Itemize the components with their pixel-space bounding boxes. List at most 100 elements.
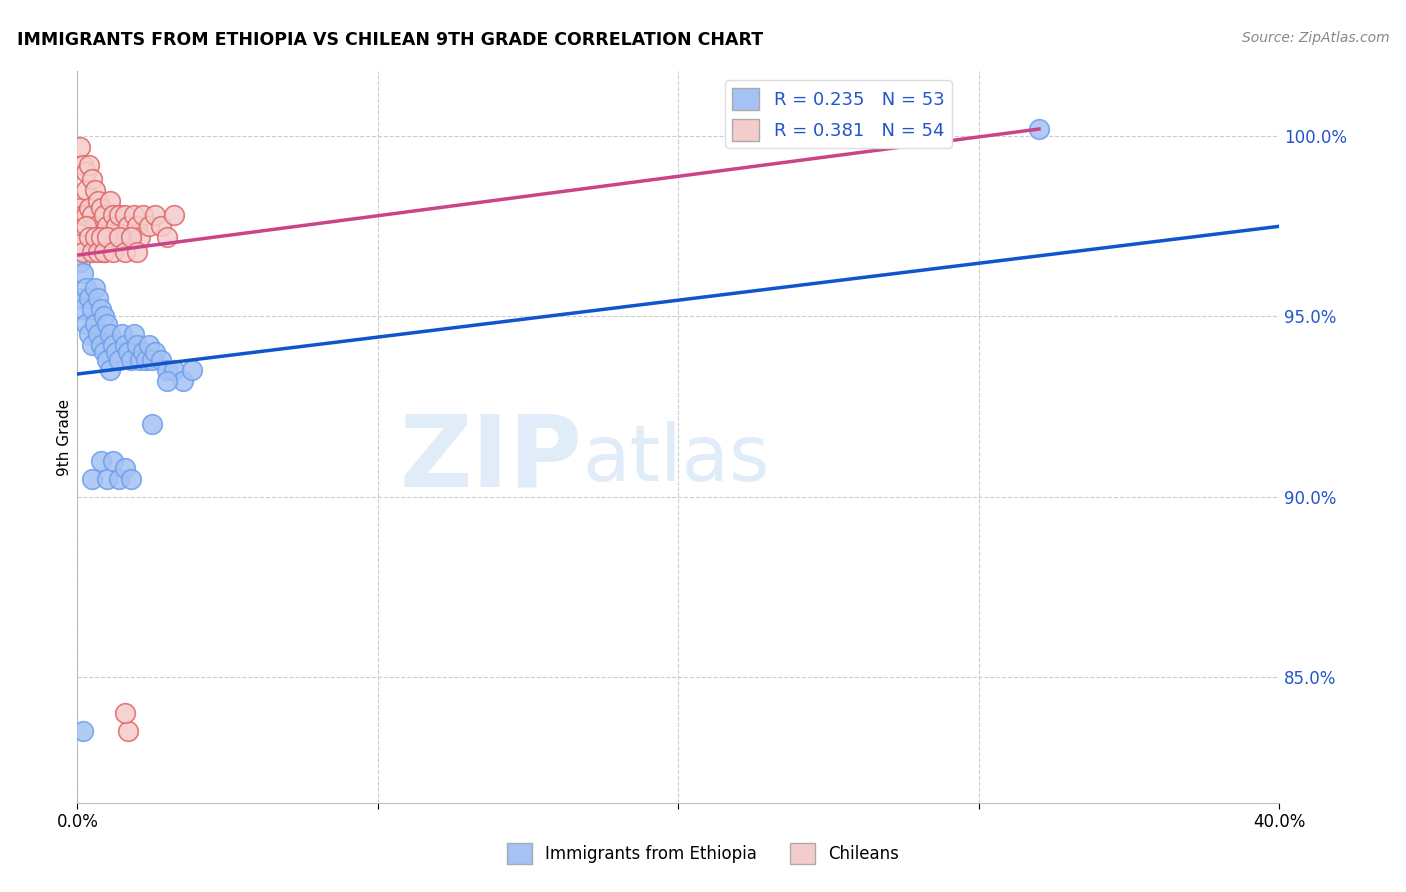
Text: atlas: atlas — [582, 421, 769, 497]
Point — [79, 327, 101, 342]
Y-axis label: 9th Grade: 9th Grade — [56, 399, 72, 475]
Point — [69, 255, 91, 269]
Point — [90, 338, 112, 352]
Point — [72, 302, 94, 317]
Legend: R = 0.235   N = 53, R = 0.381   N = 54: R = 0.235 N = 53, R = 0.381 N = 54 — [725, 80, 952, 148]
Point — [84, 317, 107, 331]
Point — [138, 338, 160, 352]
Point — [100, 327, 122, 342]
Point — [108, 352, 131, 367]
Point — [90, 230, 112, 244]
Point — [69, 291, 91, 305]
Point — [69, 140, 91, 154]
Point — [162, 363, 184, 377]
Point — [87, 230, 110, 244]
Point — [79, 230, 101, 244]
Point — [84, 230, 107, 244]
Point — [150, 219, 173, 234]
Point — [124, 327, 146, 342]
Point — [87, 194, 110, 208]
Point — [127, 244, 149, 259]
Point — [108, 209, 131, 223]
Point — [156, 363, 179, 377]
Point — [93, 209, 115, 223]
Point — [114, 460, 136, 475]
Point — [114, 706, 136, 720]
Point — [93, 244, 115, 259]
Point — [127, 338, 149, 352]
Point — [129, 352, 152, 367]
Point — [117, 345, 139, 359]
Point — [120, 471, 142, 485]
Point — [129, 230, 152, 244]
Point — [69, 237, 91, 252]
Point — [75, 219, 97, 234]
Point — [162, 209, 184, 223]
Point — [103, 338, 125, 352]
Point — [108, 230, 131, 244]
Point — [150, 352, 173, 367]
Text: ZIP: ZIP — [399, 410, 582, 508]
Point — [96, 219, 118, 234]
Point — [87, 244, 110, 259]
Point — [82, 338, 104, 352]
Point — [75, 165, 97, 179]
Point — [87, 327, 110, 342]
Point — [75, 317, 97, 331]
Point — [105, 345, 128, 359]
Point — [156, 374, 179, 388]
Point — [100, 230, 122, 244]
Point — [69, 201, 91, 215]
Point — [79, 158, 101, 172]
Point — [82, 471, 104, 485]
Point — [120, 230, 142, 244]
Point — [93, 244, 115, 259]
Point — [111, 230, 134, 244]
Point — [93, 310, 115, 324]
Point — [135, 352, 157, 367]
Point — [100, 194, 122, 208]
Point — [72, 266, 94, 280]
Text: IMMIGRANTS FROM ETHIOPIA VS CHILEAN 9TH GRADE CORRELATION CHART: IMMIGRANTS FROM ETHIOPIA VS CHILEAN 9TH … — [17, 31, 763, 49]
Point — [90, 201, 112, 215]
Point — [132, 345, 155, 359]
Point — [114, 209, 136, 223]
Point — [108, 471, 131, 485]
Point — [72, 244, 94, 259]
Legend: Immigrants from Ethiopia, Chileans: Immigrants from Ethiopia, Chileans — [501, 837, 905, 871]
Point — [111, 327, 134, 342]
Point — [100, 363, 122, 377]
Point — [114, 338, 136, 352]
Point — [117, 723, 139, 738]
Point — [87, 291, 110, 305]
Point — [96, 471, 118, 485]
Point — [82, 302, 104, 317]
Text: Source: ZipAtlas.com: Source: ZipAtlas.com — [1241, 31, 1389, 45]
Point — [120, 352, 142, 367]
Point — [727, 122, 749, 136]
Point — [141, 417, 163, 432]
Point — [75, 183, 97, 197]
Point — [114, 244, 136, 259]
Point — [132, 209, 155, 223]
Point — [90, 453, 112, 467]
Point — [84, 280, 107, 294]
Point — [90, 302, 112, 317]
Point — [180, 363, 202, 377]
Point — [105, 219, 128, 234]
Point — [127, 219, 149, 234]
Point — [84, 183, 107, 197]
Point — [75, 280, 97, 294]
Point — [72, 723, 94, 738]
Point — [138, 219, 160, 234]
Point — [141, 352, 163, 367]
Point — [93, 345, 115, 359]
Point — [103, 453, 125, 467]
Point — [75, 209, 97, 223]
Point — [103, 209, 125, 223]
Point — [82, 209, 104, 223]
Point — [117, 219, 139, 234]
Point — [72, 158, 94, 172]
Point — [79, 201, 101, 215]
Point — [1028, 122, 1050, 136]
